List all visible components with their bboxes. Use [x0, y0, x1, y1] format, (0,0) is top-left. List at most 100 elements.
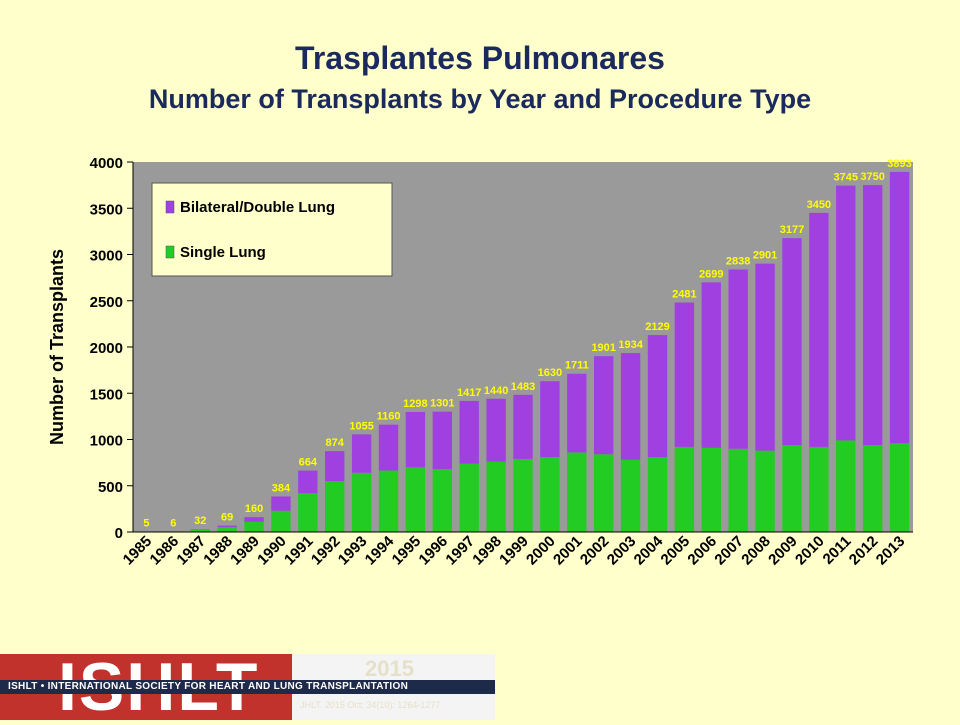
bar-single-lung [513, 459, 532, 532]
bar-single-lung [728, 449, 747, 532]
legend-swatch-single [166, 246, 174, 258]
bar-single-lung [271, 511, 290, 532]
total-label: 3450 [807, 199, 831, 211]
bar-bilateral-lung [244, 517, 263, 522]
total-label: 2129 [645, 321, 669, 333]
bar-bilateral-lung [809, 213, 828, 447]
bar-bilateral-lung [298, 471, 317, 494]
bar-bilateral-lung [648, 335, 667, 457]
bar-bilateral-lung [513, 395, 532, 459]
bar-single-lung [782, 445, 801, 532]
bar-single-lung [298, 493, 317, 532]
x-tick-label: 2000 [523, 533, 559, 569]
bar-single-lung [863, 445, 882, 532]
legend: Bilateral/Double Lung Single Lung [152, 183, 392, 276]
bar-bilateral-lung [271, 496, 290, 510]
x-tick-label: 1987 [173, 533, 209, 569]
x-tick-label: 1985 [120, 533, 156, 569]
bar-single-lung [433, 469, 452, 532]
total-label: 664 [299, 457, 318, 469]
total-label: 2838 [726, 255, 750, 267]
x-tick-label: 1993 [335, 533, 371, 569]
x-axis: 1985198619871988198919901991199219931994… [120, 532, 913, 568]
total-label: 1417 [457, 387, 481, 399]
total-label: 384 [272, 482, 291, 494]
y-tick-label: 2000 [90, 340, 123, 357]
bar-bilateral-lung [621, 353, 640, 460]
x-tick-label: 1991 [281, 533, 317, 569]
x-tick-label: 2008 [738, 533, 774, 569]
bar-bilateral-lung [567, 374, 586, 453]
society-band: ISHLT • INTERNATIONAL SOCIETY FOR HEART … [0, 680, 495, 694]
footer: ISHLT 2015 ISHLT • INTERNATIONAL SOCIETY… [0, 654, 495, 720]
total-label: 1630 [538, 367, 562, 379]
y-tick-label: 2500 [90, 294, 123, 311]
x-tick-label: 1998 [469, 533, 505, 569]
bar-single-lung [809, 447, 828, 532]
bar-bilateral-lung [406, 412, 425, 467]
y-tick-label: 4000 [90, 155, 123, 172]
total-label: 3893 [887, 158, 911, 170]
total-label: 69 [221, 512, 233, 524]
y-tick-label: 3000 [90, 248, 123, 265]
x-tick-label: 2013 [873, 533, 909, 569]
total-label: 2901 [753, 250, 777, 262]
total-label: 1711 [565, 360, 589, 372]
y-tick-label: 1500 [90, 386, 123, 403]
total-label: 2699 [699, 268, 723, 280]
bar-bilateral-lung [594, 356, 613, 454]
legend-label-bilateral: Bilateral/Double Lung [180, 199, 335, 216]
bar-bilateral-lung [486, 399, 505, 462]
x-tick-label: 2004 [631, 532, 667, 568]
bar-single-lung [567, 452, 586, 532]
y-tick-label: 1000 [90, 433, 123, 450]
bar-single-lung [460, 464, 479, 532]
bar-bilateral-lung [782, 238, 801, 445]
x-tick-label: 2012 [846, 533, 882, 569]
total-label: 1298 [403, 398, 427, 410]
bar-bilateral-lung [890, 172, 909, 443]
total-label: 1901 [591, 342, 615, 354]
legend-label-single: Single Lung [180, 244, 266, 261]
total-label: 1483 [511, 381, 535, 393]
journal-citation: JHLT. 2015 Oct; 34(10): 1264-1277 [300, 700, 440, 710]
x-tick-label: 1996 [416, 533, 452, 569]
x-tick-label: 1988 [200, 533, 236, 569]
total-label: 6 [170, 517, 176, 529]
y-axis-label: Number of Transplants [47, 249, 67, 445]
total-label: 2481 [672, 289, 696, 301]
bar-bilateral-lung [755, 264, 774, 451]
bar-bilateral-lung [702, 282, 721, 447]
bar-single-lung [702, 448, 721, 532]
bar-bilateral-lung [433, 412, 452, 469]
bar-bilateral-lung [540, 381, 559, 457]
bar-bilateral-lung [863, 185, 882, 445]
bar-single-lung [325, 481, 344, 532]
bar-single-lung [352, 473, 371, 532]
bar-single-lung [406, 467, 425, 532]
bar-single-lung [675, 447, 694, 532]
bar-bilateral-lung [836, 186, 855, 441]
total-label: 1440 [484, 385, 508, 397]
bar-bilateral-lung [379, 425, 398, 471]
total-label: 1055 [349, 420, 373, 432]
total-label: 3177 [780, 224, 804, 236]
total-label: 5 [143, 518, 149, 530]
x-tick-label: 1986 [147, 533, 183, 569]
bar-single-lung [648, 457, 667, 532]
y-tick-label: 3500 [90, 201, 123, 218]
bar-single-lung [244, 522, 263, 532]
bar-single-lung [379, 470, 398, 532]
bar-single-lung [540, 457, 559, 532]
bar-bilateral-lung [675, 303, 694, 447]
bar-single-lung [594, 454, 613, 532]
x-tick-label: 2005 [658, 533, 694, 569]
bar-single-lung [755, 451, 774, 532]
x-tick-label: 2010 [792, 533, 828, 569]
legend-swatch-bilateral [166, 201, 174, 213]
y-tick-label: 500 [98, 479, 123, 496]
x-tick-label: 2006 [684, 533, 720, 569]
x-tick-label: 1994 [362, 532, 398, 568]
bar-single-lung [217, 527, 236, 532]
